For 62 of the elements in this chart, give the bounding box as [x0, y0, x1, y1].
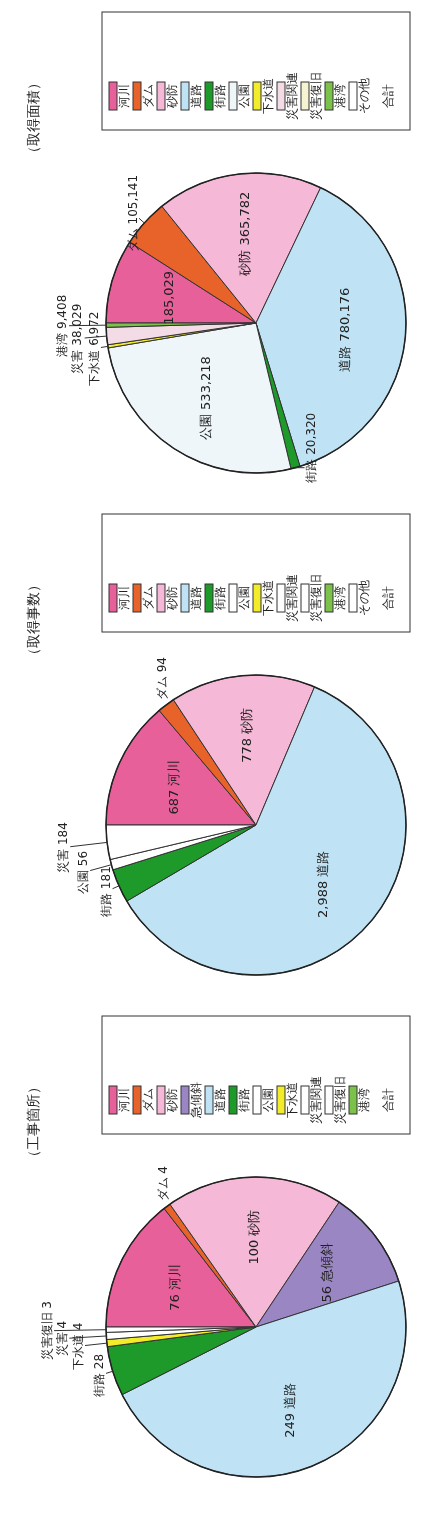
text: （取得事数） — [25, 578, 41, 662]
legend-label: その他 — [356, 78, 371, 114]
legend-label: 災害復旧 — [308, 72, 323, 120]
legend-label: 道路 — [188, 586, 203, 610]
legend-label: 港湾 — [356, 1088, 371, 1112]
legend-label: 道路 — [188, 84, 203, 108]
data-label: 76 河川 — [166, 1264, 182, 1311]
legend-label: 災害復旧 — [308, 574, 323, 622]
legend-label: 道路 — [212, 1088, 227, 1112]
text: 合計 — [380, 1088, 395, 1112]
legend-label: 災害関連 — [308, 1076, 323, 1124]
data-label: 185,029 — [161, 270, 177, 325]
text: 合計 — [380, 84, 395, 108]
legend-label: ダム — [140, 586, 155, 610]
data-label: 災害 184 — [55, 822, 70, 873]
legend-label: 下水道 — [284, 1082, 299, 1118]
text: （工事箇所） — [25, 1080, 41, 1164]
legend-label: ダム — [140, 84, 155, 108]
legend-label: 急傾斜 — [188, 1082, 203, 1119]
data-label: 公園 533,218 — [197, 356, 213, 441]
data-label: ダム 4 — [155, 1166, 170, 1202]
data-label: 249 道路 — [281, 1382, 297, 1438]
data-label: 公園 56 — [75, 850, 90, 894]
data-label: 下水道 4 — [70, 1322, 85, 1371]
legend-label: 砂防 — [164, 1088, 179, 1113]
data-label: 100 砂防 — [246, 1209, 262, 1265]
legend-label: 公園 — [236, 84, 251, 108]
data-label: 687 河川 — [165, 759, 181, 815]
legend-label: 河川 — [116, 84, 131, 108]
data-label: 街路 28 — [91, 1353, 106, 1397]
data-label: 道路 780,176 — [337, 287, 353, 372]
text: （取得面積） — [25, 76, 41, 160]
legend-label: 河川 — [116, 586, 131, 610]
legend-label: 公園 — [236, 586, 251, 610]
data-label: 港湾 9,408 — [54, 294, 69, 357]
legend-label: 街路 — [212, 586, 227, 610]
legend-label: 港湾 — [332, 84, 347, 108]
legend-label: 砂防 — [164, 586, 179, 611]
legend-label: 河川 — [116, 1088, 131, 1112]
legend-label: 災害復旧 — [332, 1076, 347, 1124]
legend-label: 下水道 — [260, 580, 275, 616]
legend-label: ダム — [140, 1088, 155, 1112]
legend-label: 砂防 — [164, 84, 179, 109]
legend-label: 街路 — [236, 1088, 251, 1112]
data-label: 2,988 道路 — [315, 850, 331, 918]
legend-label: 街路 — [212, 84, 227, 108]
data-label: 砂防 365,782 — [237, 191, 253, 277]
data-label: 下水道 6,972 — [86, 311, 101, 386]
data-label: 56 急傾斜 — [319, 1242, 335, 1303]
legend-label: 公園 — [260, 1088, 275, 1112]
legend-label: その他 — [356, 580, 371, 616]
legend-label: 災害関連 — [284, 574, 299, 622]
legend-label: 災害関連 — [284, 72, 299, 120]
text: 合計 — [380, 586, 395, 610]
legend-label: 下水道 — [260, 78, 275, 114]
data-label: ダム 94 — [155, 657, 170, 701]
data-label: 災害 38,029 — [70, 303, 85, 374]
data-label: 災害 4 — [54, 1320, 69, 1357]
data-label: 災害復旧 3 — [39, 1301, 54, 1361]
data-label: 街路 181 — [98, 866, 113, 917]
data-label: 778 砂防 — [239, 707, 255, 763]
legend-label: 港湾 — [332, 586, 347, 610]
